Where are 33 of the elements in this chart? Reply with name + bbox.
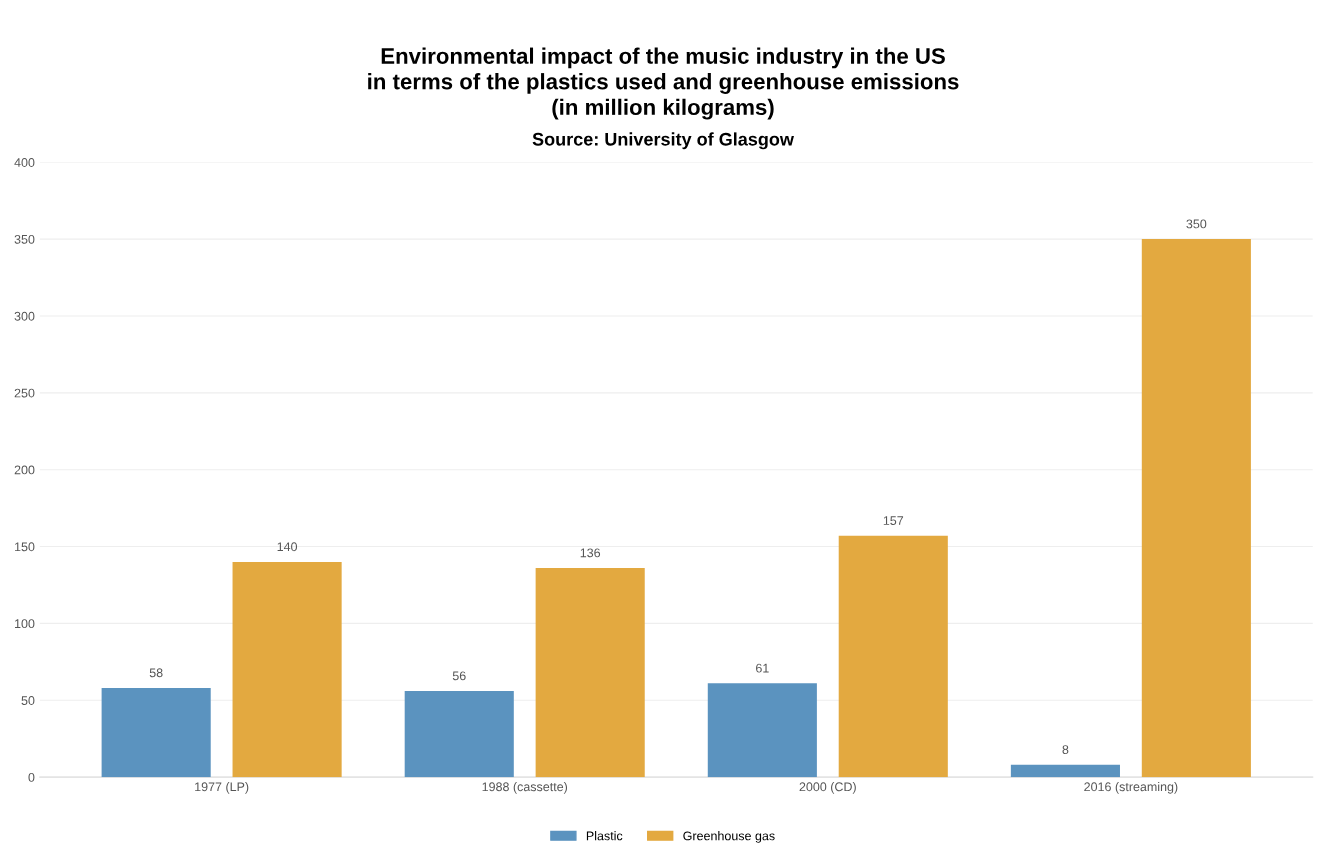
x-tick-label: 1977 (LP): [195, 782, 249, 794]
y-tick-label: 0: [28, 772, 35, 782]
chart-title: Environmental impact of the music industry in the US in terms of the plastics used and greenhouse emissions (in million kilograms): [368, 47, 959, 120]
bar: [101, 687, 211, 778]
bar: [838, 535, 948, 778]
x-tick-label: 2000 (CD): [799, 782, 856, 794]
y-tick-label: 250: [14, 388, 35, 398]
bar: [404, 691, 514, 778]
bar: [535, 568, 645, 778]
data-label: 157: [883, 516, 904, 525]
x-tick-label: 2016 (streaming): [1084, 782, 1178, 794]
data-label: 136: [580, 548, 601, 558]
y-tick-label: 100: [15, 619, 35, 629]
data-label: 56: [452, 671, 466, 681]
bar: [1141, 239, 1251, 778]
data-label: 8: [1062, 745, 1069, 755]
legend-label: Greenhouse gas: [683, 831, 775, 843]
chart-subtitle: Source: University of Glasgow: [532, 132, 794, 150]
y-tick-label: 150: [15, 542, 35, 552]
y-tick-label: 200: [14, 465, 35, 475]
data-label: 140: [277, 542, 298, 552]
y-tick-label: 50: [21, 696, 35, 705]
data-label: 61: [756, 663, 769, 673]
legend-label: Plastic: [586, 831, 623, 841]
data-label: 58: [149, 668, 163, 678]
x-tick-label: 1988 (cassette): [482, 782, 568, 794]
bar: [232, 561, 342, 778]
bar: [1010, 764, 1120, 778]
bar: [707, 683, 817, 778]
y-tick-label: 350: [14, 234, 35, 244]
y-tick-label: 300: [14, 311, 35, 321]
data-label: 350: [1186, 219, 1207, 229]
y-tick-label: 400: [14, 158, 35, 167]
